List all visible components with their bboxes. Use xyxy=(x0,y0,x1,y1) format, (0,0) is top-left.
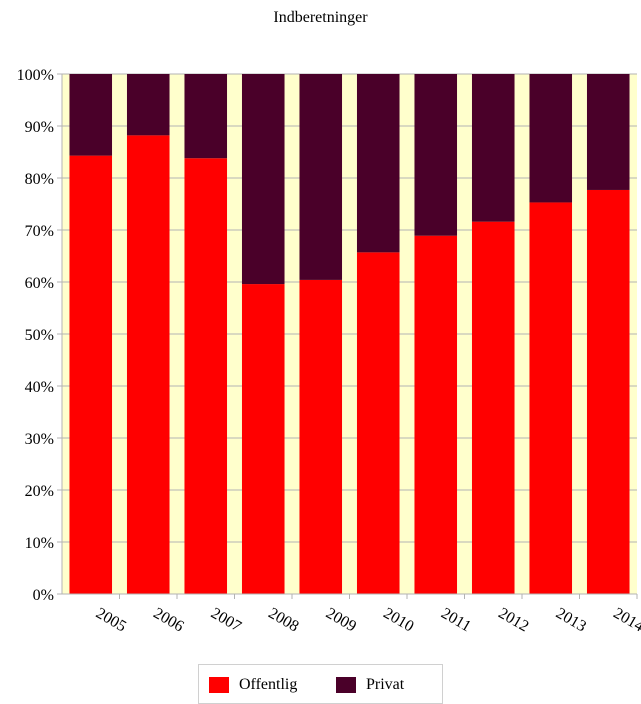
bar-offentlig-2008 xyxy=(241,284,285,594)
y-tick-label: 50% xyxy=(25,327,54,344)
bar-offentlig-2010 xyxy=(356,252,400,595)
legend-swatch-privat xyxy=(336,677,356,693)
bar-privat-2014 xyxy=(586,74,630,190)
legend-label-privat: Privat xyxy=(366,676,405,693)
legend-swatch-offentlig xyxy=(209,677,229,693)
bar-privat-2008 xyxy=(241,74,285,285)
x-tick-label: 2013 xyxy=(553,605,589,636)
x-tick-label: 2010 xyxy=(380,605,416,636)
bar-offentlig-2007 xyxy=(184,158,228,595)
bar-chart: 0% 10% 20% 30% 40% 50% 60% 70% 80% 90% 100% 2005 20… xyxy=(17,67,641,636)
x-tick-label: 2014 xyxy=(610,605,641,636)
bar-privat-2009 xyxy=(299,74,343,280)
bar-privat-2012 xyxy=(471,74,515,222)
bar-privat-2006 xyxy=(126,74,170,136)
y-tick-label: 40% xyxy=(25,379,54,396)
y-tick-label: 30% xyxy=(25,431,54,448)
y-tick-label: 100% xyxy=(17,67,54,84)
bar-offentlig-2005 xyxy=(69,155,113,594)
bar-offentlig-2011 xyxy=(414,235,458,594)
y-tick-label: 70% xyxy=(25,223,54,240)
y-tick-label: 0% xyxy=(33,587,54,604)
bar-privat-2011 xyxy=(414,74,458,236)
bar-offentlig-2013 xyxy=(529,202,573,594)
y-tick-label: 10% xyxy=(25,535,54,552)
bar-offentlig-2006 xyxy=(126,135,170,595)
y-tick-label: 80% xyxy=(25,171,54,188)
x-tick-label: 2011 xyxy=(438,605,474,635)
bar-privat-2007 xyxy=(184,74,228,159)
x-tick-label: 2008 xyxy=(265,605,301,636)
x-tick-label: 2006 xyxy=(150,605,186,636)
x-tick-label: 2009 xyxy=(323,605,359,636)
y-tick-label: 60% xyxy=(25,275,54,292)
x-tick-label: 2005 xyxy=(93,605,129,636)
bar-privat-2005 xyxy=(69,74,113,156)
chart-legend: Offentlig Privat xyxy=(198,664,443,704)
x-tick-label: 2012 xyxy=(495,605,531,636)
x-tick-label: 2007 xyxy=(208,605,244,636)
bar-privat-2010 xyxy=(356,74,400,253)
legend-label-offentlig: Offentlig xyxy=(239,676,298,693)
bar-privat-2013 xyxy=(529,74,573,203)
bar-offentlig-2009 xyxy=(299,279,343,594)
y-tick-label: 90% xyxy=(25,119,54,136)
y-tick-label: 20% xyxy=(25,483,54,500)
chart-title: Indberetninger xyxy=(273,9,368,26)
bar-offentlig-2012 xyxy=(471,221,515,594)
bar-offentlig-2014 xyxy=(586,189,630,594)
